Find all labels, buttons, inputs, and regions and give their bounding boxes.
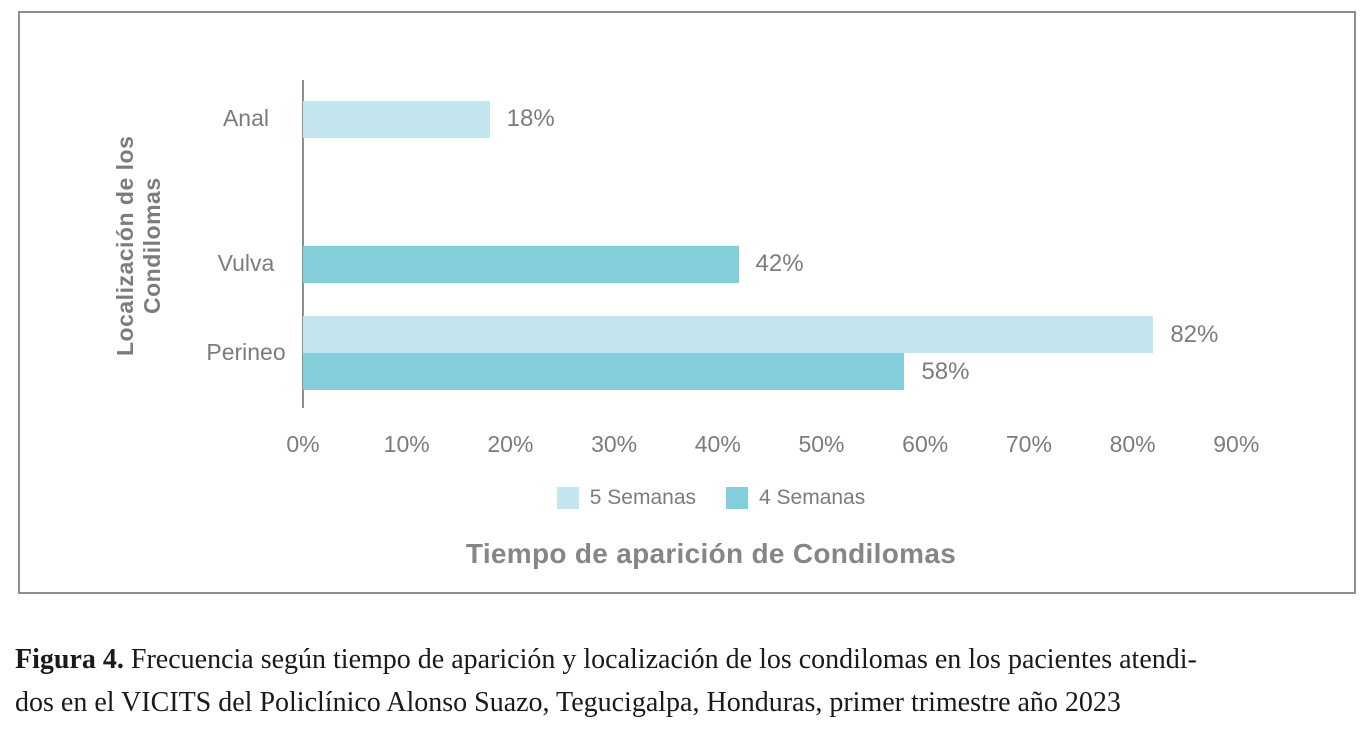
bar-value-label: 58% (921, 357, 970, 385)
chart-frame (18, 11, 1356, 594)
legend-label: 4 Semanas (759, 486, 866, 509)
bar-value-label: 42% (755, 250, 804, 277)
legend: 5 Semanas 4 Semanas (42, 486, 1371, 510)
x-tick-70pct: 70% (1005, 431, 1052, 457)
x-tick-10pct: 10% (383, 431, 430, 457)
caption-text-line2: dos en el VICITS del Policlínico Alonso … (15, 687, 1121, 718)
x-tick-20pct: 20% (487, 431, 534, 457)
legend-swatch-4-semanas (726, 487, 748, 509)
y-axis-title: Localización de los Condilomas (112, 135, 165, 357)
x-tick-80pct: 80% (1109, 431, 1156, 457)
caption-figure-number: Figura 4. (15, 644, 124, 675)
bar-value-label: 18% (506, 105, 555, 133)
caption-text-line1: Frecuencia según tiempo de aparición y l… (123, 644, 1197, 675)
x-tick-40pct: 40% (694, 431, 741, 457)
category-label-vulva: Vulva (217, 250, 275, 276)
x-tick-60pct: 60% (902, 431, 949, 457)
x-tick-90pct: 90% (1213, 431, 1260, 457)
bar-perineo-5-semanas (303, 316, 1154, 354)
legend-item-5-semanas: 5 Semanas (556, 486, 696, 510)
x-tick-0pct: 0% (286, 431, 320, 457)
x-axis-title: Tiempo de aparición de Condilomas (465, 538, 957, 569)
x-tick-30pct: 30% (591, 431, 638, 457)
bar-value-label: 82% (1170, 320, 1219, 348)
legend-item-4-semanas: 4 Semanas (726, 486, 865, 510)
x-tick-50pct: 50% (798, 431, 845, 457)
y-axis-line (302, 80, 304, 408)
bar-anal-5-semanas (303, 100, 490, 138)
legend-label: 5 Semanas (589, 486, 696, 509)
bar-vulva-4-semanas (303, 245, 739, 283)
figure-caption: Figura 4. Frecuencia según tiempo de apa… (15, 638, 1365, 724)
legend-swatch-5-semanas (556, 487, 579, 509)
bar-perineo-4-semanas (303, 353, 905, 391)
category-label-anal: Anal (222, 105, 270, 132)
category-label-perineo: Perineo (206, 339, 286, 366)
